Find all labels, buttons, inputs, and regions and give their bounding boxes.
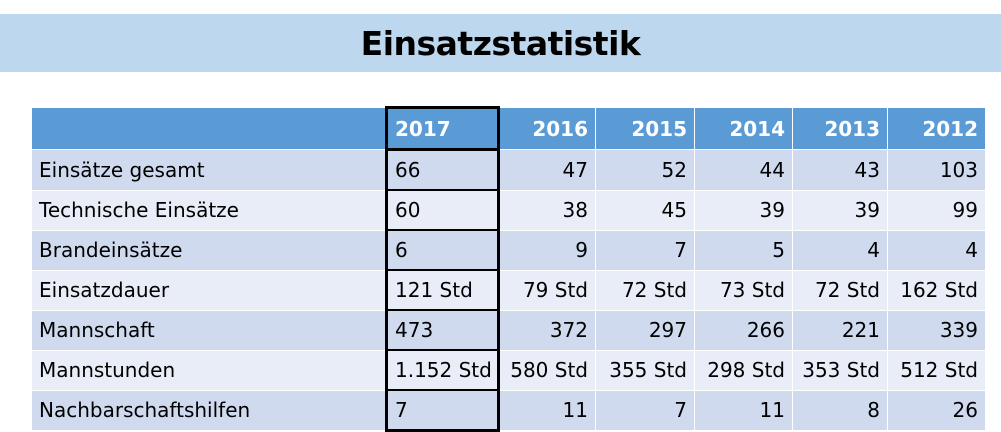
cell-2012: 99: [887, 189, 986, 231]
table-header-row: 2017 2016 2015 2014 2013 2012: [31, 106, 986, 150]
header-year-2015: 2015: [595, 107, 695, 150]
cell-2015: 45: [595, 189, 695, 231]
cell-2012: 162 Std: [887, 269, 986, 311]
cell-2017: 66: [385, 148, 500, 191]
row-label: Technische Einsätze: [31, 189, 387, 231]
header-label-cell: [31, 107, 387, 150]
cell-2014: 298 Std: [694, 349, 793, 391]
cell-2016: 9: [498, 229, 596, 271]
cell-2017: 121 Std: [385, 269, 500, 311]
cell-2015: 52: [595, 149, 695, 191]
table-row: Nachbarschaftshilfen 7 11 7 11 8 26: [31, 389, 986, 432]
cell-2015: 72 Std: [595, 269, 695, 311]
cell-2015: 7: [595, 229, 695, 271]
cell-2017: 60: [385, 189, 500, 231]
cell-2013: 8: [792, 389, 888, 431]
table-row: Brandeinsätze 6 9 7 5 4 4: [31, 229, 986, 271]
cell-2016: 38: [498, 189, 596, 231]
cell-2012: 339: [887, 309, 986, 351]
cell-2017: 7: [385, 389, 500, 432]
cell-2013: 43: [792, 149, 888, 191]
cell-2017: 473: [385, 309, 500, 351]
title-band: Einsatzstatistik: [0, 14, 1001, 72]
cell-2013: 4: [792, 229, 888, 271]
cell-2016: 372: [498, 309, 596, 351]
table-row: Einsatzdauer 121 Std 79 Std 72 Std 73 St…: [31, 269, 986, 311]
cell-2015: 355 Std: [595, 349, 695, 391]
cell-2012: 26: [887, 389, 986, 431]
cell-2013: 39: [792, 189, 888, 231]
page-title: Einsatzstatistik: [360, 23, 641, 63]
cell-2017: 6: [385, 229, 500, 271]
cell-2016: 47: [498, 149, 596, 191]
row-label: Nachbarschaftshilfen: [31, 389, 387, 431]
row-label: Einsatzdauer: [31, 269, 387, 311]
cell-2012: 4: [887, 229, 986, 271]
header-year-2016: 2016: [498, 107, 596, 150]
cell-2016: 79 Std: [498, 269, 596, 311]
cell-2016: 580 Std: [498, 349, 596, 391]
header-year-2013: 2013: [792, 107, 888, 150]
cell-2013: 353 Std: [792, 349, 888, 391]
cell-2014: 39: [694, 189, 793, 231]
cell-2016: 11: [498, 389, 596, 431]
cell-2012: 103: [887, 149, 986, 191]
header-year-2012: 2012: [887, 107, 986, 150]
table-row: Mannstunden 1.152 Std 580 Std 355 Std 29…: [31, 349, 986, 391]
row-label: Brandeinsätze: [31, 229, 387, 271]
cell-2013: 72 Std: [792, 269, 888, 311]
cell-2012: 512 Std: [887, 349, 986, 391]
row-label: Einsätze gesamt: [31, 149, 387, 191]
cell-2014: 73 Std: [694, 269, 793, 311]
cell-2017: 1.152 Std: [385, 349, 500, 391]
table-row: Technische Einsätze 60 38 45 39 39 99: [31, 189, 986, 231]
row-label: Mannstunden: [31, 349, 387, 391]
statistics-table: 2017 2016 2015 2014 2013 2012 Einsätze g…: [31, 106, 986, 432]
cell-2015: 297: [595, 309, 695, 351]
row-label: Mannschaft: [31, 309, 387, 351]
table-row: Mannschaft 473 372 297 266 221 339: [31, 309, 986, 351]
cell-2013: 221: [792, 309, 888, 351]
cell-2014: 5: [694, 229, 793, 271]
cell-2015: 7: [595, 389, 695, 431]
cell-2014: 44: [694, 149, 793, 191]
cell-2014: 11: [694, 389, 793, 431]
header-year-2017: 2017: [385, 106, 500, 150]
table-row: Einsätze gesamt 66 47 52 44 43 103: [31, 148, 986, 191]
header-year-2014: 2014: [694, 107, 793, 150]
cell-2014: 266: [694, 309, 793, 351]
